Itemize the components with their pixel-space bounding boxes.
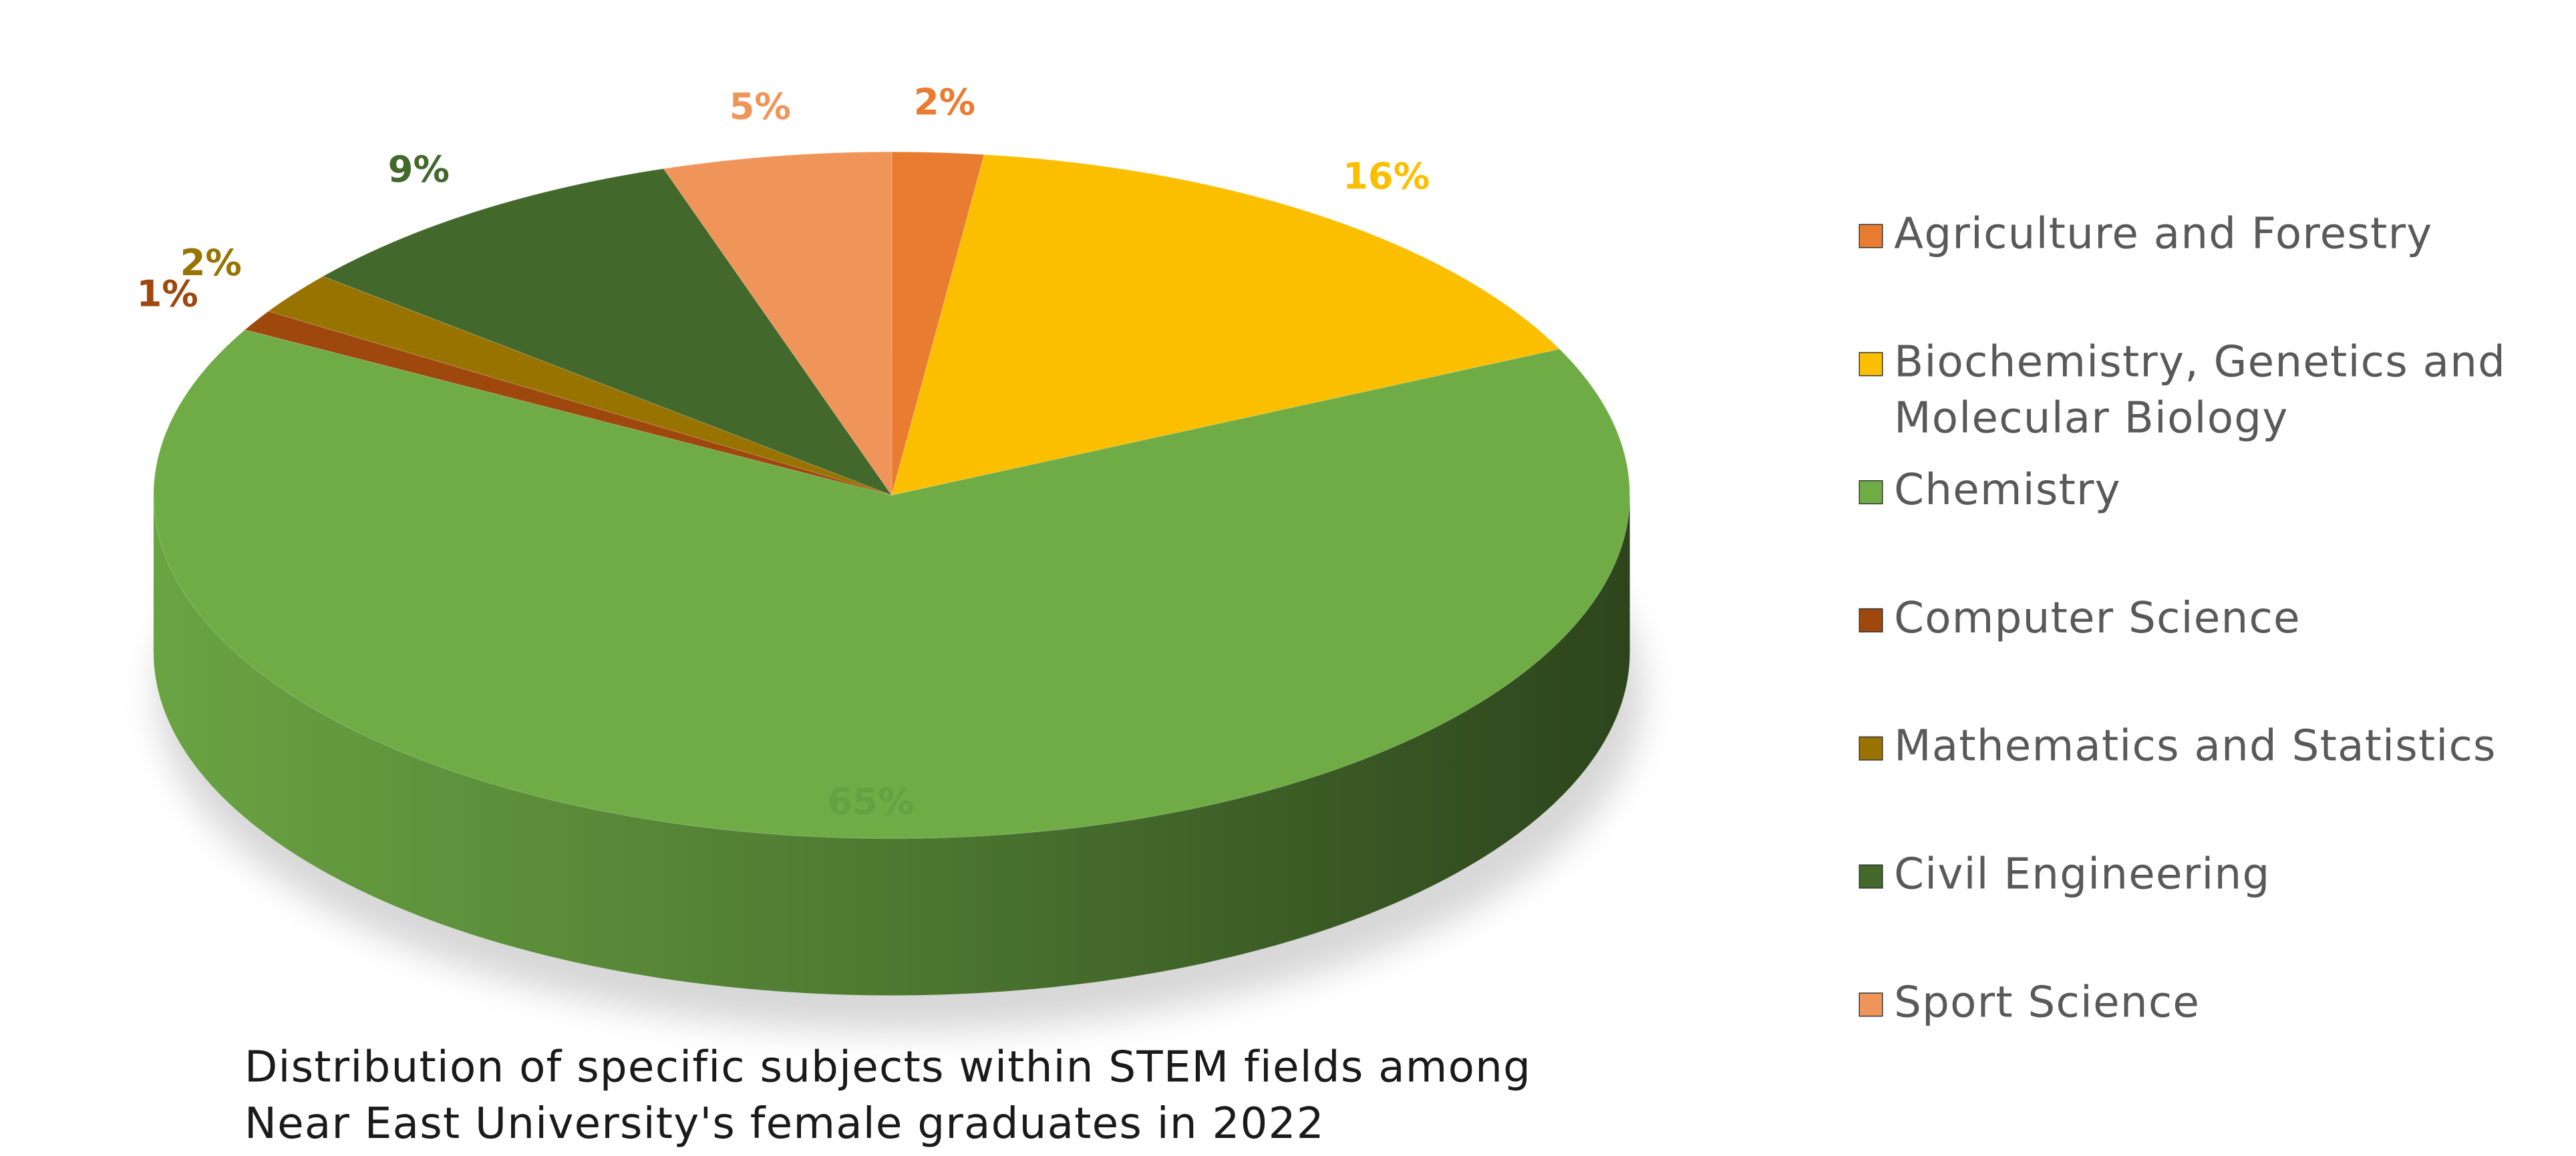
chart-title: Distribution of specific subjects within…	[245, 1042, 1531, 1148]
slice-side-shade	[153, 495, 1630, 996]
legend-label: Sport Science	[1894, 977, 2200, 1027]
legend-swatch	[1859, 992, 1883, 1017]
legend-label: Civil Engineering	[1894, 849, 2270, 899]
legend-swatch	[1859, 864, 1883, 889]
legend-swatch	[1859, 736, 1883, 761]
legend-label: Biochemistry, Genetics and Molecular Biol…	[1894, 337, 2506, 443]
value-label: 5%	[730, 85, 791, 128]
slice	[244, 311, 892, 496]
pie	[153, 151, 1631, 996]
slice	[267, 276, 892, 496]
slice	[153, 329, 1631, 839]
value-label: 2%	[914, 81, 975, 124]
slice	[321, 168, 893, 496]
slice	[891, 151, 985, 496]
legend-swatch	[1859, 224, 1883, 248]
legend-swatch	[1859, 480, 1883, 505]
slice	[891, 154, 1561, 496]
legend-label: Computer Science	[1894, 592, 2301, 642]
value-label: 1%	[136, 272, 198, 315]
legend: Agriculture and Forestry Biochemistry, Ge…	[1859, 208, 2506, 1027]
value-label: 9%	[388, 148, 450, 190]
slice	[663, 151, 893, 497]
value-labels: 2%16%65%1%2%9%5%	[136, 81, 1430, 823]
legend-swatch	[1859, 608, 1883, 632]
value-label: 16%	[1343, 156, 1430, 198]
value-label: 2%	[180, 242, 242, 284]
legend-label: Agriculture and Forestry	[1894, 208, 2432, 258]
legend-label: Chemistry	[1894, 465, 2121, 515]
legend-swatch	[1859, 352, 1883, 377]
legend-label: Mathematics and Statistics	[1894, 721, 2497, 771]
value-label: 65%	[827, 781, 914, 823]
